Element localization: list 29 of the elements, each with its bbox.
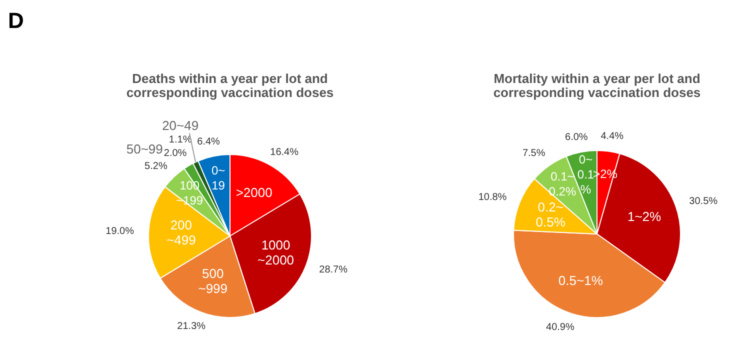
data-label: 2.0%: [164, 148, 187, 159]
slice-label: 0.2~ 0.5%: [536, 199, 566, 230]
data-label: 6.0%: [565, 132, 588, 143]
data-label: 4.4%: [600, 131, 624, 142]
slice-label: 1000 ~2000: [258, 237, 294, 268]
slice-label: 20~49: [162, 118, 199, 133]
data-label: 21.3%: [177, 320, 206, 332]
slice-label: 1~2%: [627, 208, 662, 224]
slice-label: 0~ 0.1 %: [577, 152, 594, 196]
data-label: 5.2%: [144, 161, 168, 172]
data-label: 10.8%: [478, 192, 507, 203]
data-label: 1.1%: [168, 134, 192, 146]
data-label: 6.4%: [197, 136, 220, 148]
data-label: 16.4%: [270, 147, 299, 158]
chart-title: Deaths within a year per lot and corresponding vaccination doses: [125, 71, 335, 100]
slice-label: 500 ~999: [198, 266, 228, 296]
chart-title: Mortality within a year per lot and corresponding vaccination doses: [492, 71, 702, 100]
slice-label: 0~ 19: [211, 163, 226, 192]
data-label: 40.9%: [546, 322, 574, 333]
text: D: [8, 8, 24, 34]
slice-label: 0.1~ 0.2%: [548, 170, 576, 199]
data-label: 7.5%: [522, 148, 546, 160]
slice-label: >2000: [236, 185, 272, 200]
slice-label: 0.5~1%: [558, 272, 604, 288]
data-label: 19.0%: [106, 226, 134, 237]
slice-label: 200 ~499: [166, 218, 196, 248]
slice-label: 50~99: [126, 141, 163, 156]
data-label: 30.5%: [689, 196, 718, 208]
data-label: 28.7%: [319, 264, 348, 276]
